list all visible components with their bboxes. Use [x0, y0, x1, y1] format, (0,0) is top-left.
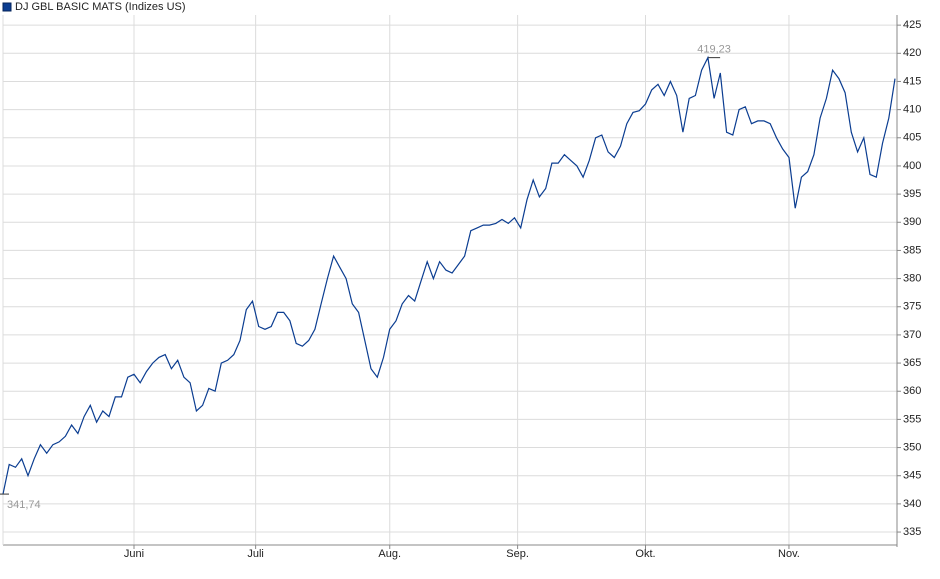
x-tick-label: Juni: [124, 548, 144, 560]
y-tick-label: 355: [903, 413, 921, 425]
y-tick-label: 360: [903, 385, 921, 397]
y-tick-label: 345: [903, 470, 921, 482]
y-tick-label: 420: [903, 47, 921, 59]
annotation-label: 419,23: [697, 44, 731, 56]
y-tick-label: 335: [903, 526, 921, 538]
x-tick-label: Okt.: [635, 548, 655, 560]
y-tick-label: 365: [903, 357, 921, 369]
y-tick-label: 370: [903, 329, 921, 341]
y-tick-label: 385: [903, 244, 921, 256]
x-tick-label: Aug.: [378, 548, 401, 560]
y-tick-label: 395: [903, 188, 921, 200]
y-tick-label: 340: [903, 498, 921, 510]
legend-swatch: [2, 2, 12, 12]
y-tick-label: 390: [903, 216, 921, 228]
y-tick-label: 375: [903, 301, 921, 313]
y-tick-label: 405: [903, 132, 921, 144]
annotation-label: 341,74: [7, 499, 41, 511]
y-tick-label: 425: [903, 19, 921, 31]
y-tick-label: 410: [903, 104, 921, 116]
x-tick-label: Sep.: [506, 548, 529, 560]
y-tick-label: 400: [903, 160, 921, 172]
x-tick-label: Nov.: [778, 548, 800, 560]
x-tick-label: Juli: [247, 548, 264, 560]
y-tick-label: 380: [903, 272, 921, 284]
y-tick-label: 350: [903, 441, 921, 453]
chart-title: DJ GBL BASIC MATS (Indizes US): [15, 1, 186, 13]
y-tick-label: 415: [903, 75, 921, 87]
line-series: [2, 55, 896, 495]
